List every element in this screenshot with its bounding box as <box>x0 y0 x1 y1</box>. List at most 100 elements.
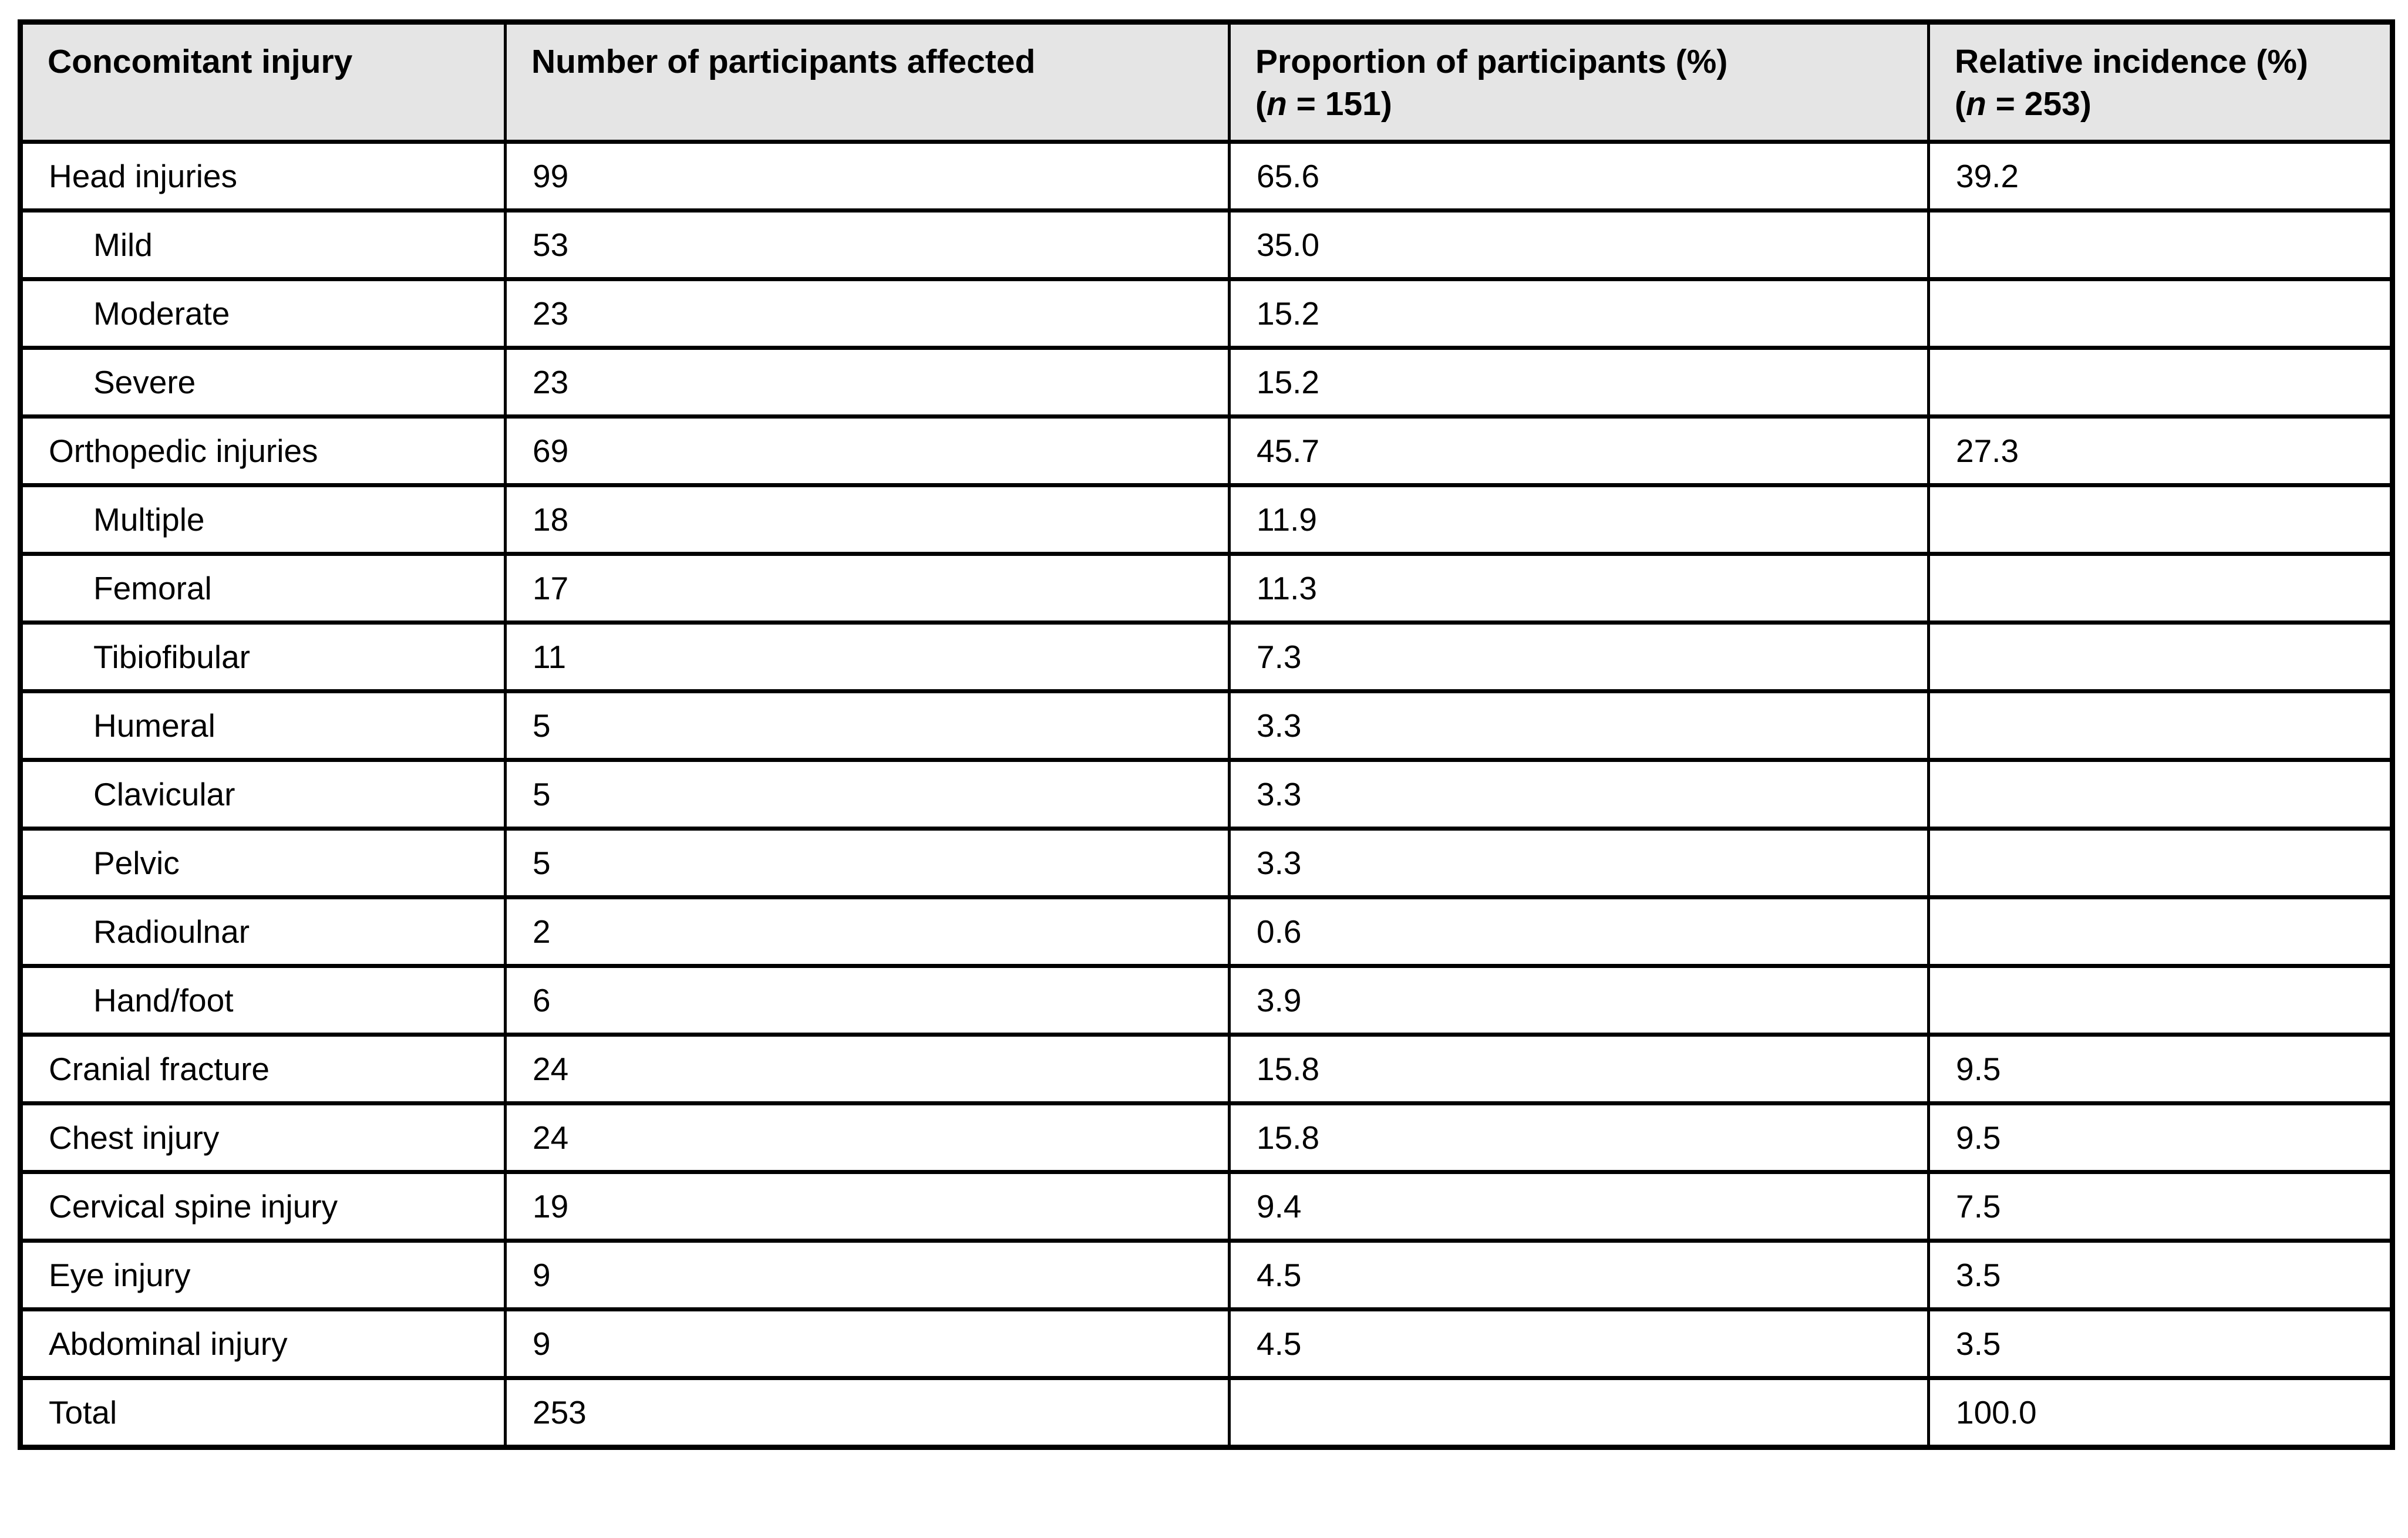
proportion-cell: 35.0 <box>1228 208 1930 281</box>
table-row: Cervical spine injury 19 9.4 7.5 <box>19 1170 2394 1243</box>
paren: ( <box>1255 85 1267 123</box>
count-cell: 18 <box>504 483 1231 556</box>
count-cell: 2 <box>504 895 1231 968</box>
injury-cell: Mild <box>19 208 507 281</box>
table-row: Cranial fracture 24 15.8 9.5 <box>19 1033 2394 1105</box>
proportion-cell: 15.2 <box>1228 346 1930 419</box>
injury-cell: Moderate <box>19 277 507 350</box>
table-row: Femoral 17 11.3 <box>19 552 2394 625</box>
count-cell: 24 <box>504 1101 1231 1174</box>
count-cell: 11 <box>504 620 1231 693</box>
proportion-cell: 4.5 <box>1228 1307 1930 1380</box>
relative-cell <box>1927 552 2394 625</box>
header-label: Number of participants affected <box>531 43 1036 80</box>
table-row: Pelvic 5 3.3 <box>19 827 2394 899</box>
count-cell: 19 <box>504 1170 1231 1243</box>
count-cell: 9 <box>504 1307 1231 1380</box>
injury-cell: Eye injury <box>19 1239 507 1311</box>
injury-cell: Severe <box>19 346 507 419</box>
table-row-total: Total 253 100.0 <box>19 1376 2394 1449</box>
count-cell: 5 <box>504 758 1231 831</box>
header-label: Proportion of participants (%) <box>1255 43 1728 80</box>
table-row: Hand/foot 6 3.9 <box>19 964 2394 1037</box>
injury-cell: Pelvic <box>19 827 507 899</box>
proportion-cell: 15.8 <box>1228 1033 1930 1105</box>
table-row: Head injuries 99 65.6 39.2 <box>19 140 2394 213</box>
injury-cell: Femoral <box>19 552 507 625</box>
injury-cell: Tibiofibular <box>19 620 507 693</box>
count-cell: 6 <box>504 964 1231 1037</box>
proportion-cell: 7.3 <box>1228 620 1930 693</box>
relative-cell <box>1927 346 2394 419</box>
relative-cell: 9.5 <box>1927 1101 2394 1174</box>
injury-cell: Radioulnar <box>19 895 507 968</box>
relative-cell: 3.5 <box>1927 1239 2394 1311</box>
relative-cell <box>1927 758 2394 831</box>
relative-cell <box>1927 208 2394 281</box>
count-cell: 53 <box>504 208 1231 281</box>
relative-cell <box>1927 277 2394 350</box>
proportion-cell: 0.6 <box>1228 895 1930 968</box>
relative-cell: 3.5 <box>1927 1307 2394 1380</box>
injury-cell: Hand/foot <box>19 964 507 1037</box>
proportion-cell: 11.3 <box>1228 552 1930 625</box>
proportion-cell <box>1228 1376 1930 1449</box>
count-cell: 253 <box>504 1376 1231 1449</box>
header-sample-size: (n = 253) <box>1955 83 2376 126</box>
header-label: Relative incidence (%) <box>1955 43 2308 80</box>
proportion-cell: 9.4 <box>1228 1170 1930 1243</box>
count-cell: 9 <box>504 1239 1231 1311</box>
injury-cell: Orthopedic injuries <box>19 414 507 487</box>
header-label: Concomitant injury <box>48 43 353 80</box>
count-cell: 23 <box>504 346 1231 419</box>
relative-cell <box>1927 689 2394 762</box>
count-cell: 99 <box>504 140 1231 213</box>
table-row: Clavicular 5 3.3 <box>19 758 2394 831</box>
proportion-cell: 3.3 <box>1228 827 1930 899</box>
sample-value: = 151) <box>1286 85 1392 123</box>
column-header-number-affected: Number of participants affected <box>504 20 1231 144</box>
proportion-cell: 15.8 <box>1228 1101 1930 1174</box>
header-row: Concomitant injury Number of participant… <box>19 20 2394 144</box>
injury-cell: Total <box>19 1376 507 1449</box>
injury-cell: Humeral <box>19 689 507 762</box>
proportion-cell: 4.5 <box>1228 1239 1930 1311</box>
count-cell: 5 <box>504 827 1231 899</box>
column-header-relative-incidence: Relative incidence (%) (n = 253) <box>1927 20 2394 144</box>
header-sample-size: (n = 151) <box>1255 83 1913 126</box>
count-cell: 69 <box>504 414 1231 487</box>
proportion-cell: 65.6 <box>1228 140 1930 213</box>
n-variable: n <box>1965 85 1986 123</box>
table-row: Moderate 23 15.2 <box>19 277 2394 350</box>
relative-cell: 7.5 <box>1927 1170 2394 1243</box>
injury-cell: Head injuries <box>19 140 507 213</box>
proportion-cell: 45.7 <box>1228 414 1930 487</box>
relative-cell <box>1927 483 2394 556</box>
proportion-cell: 11.9 <box>1228 483 1930 556</box>
column-header-concomitant-injury: Concomitant injury <box>19 20 507 144</box>
count-cell: 24 <box>504 1033 1231 1105</box>
table-row: Humeral 5 3.3 <box>19 689 2394 762</box>
table-row: Severe 23 15.2 <box>19 346 2394 419</box>
concomitant-injury-table: Concomitant injury Number of participant… <box>18 19 2395 1450</box>
table-row: Radioulnar 2 0.6 <box>19 895 2394 968</box>
n-variable: n <box>1266 85 1287 123</box>
table-row: Tibiofibular 11 7.3 <box>19 620 2394 693</box>
injury-cell: Multiple <box>19 483 507 556</box>
proportion-cell: 3.3 <box>1228 689 1930 762</box>
count-cell: 17 <box>504 552 1231 625</box>
relative-cell <box>1927 895 2394 968</box>
paren: ( <box>1955 85 1966 123</box>
count-cell: 23 <box>504 277 1231 350</box>
injury-cell: Clavicular <box>19 758 507 831</box>
table-row: Orthopedic injuries 69 45.7 27.3 <box>19 414 2394 487</box>
proportion-cell: 3.3 <box>1228 758 1930 831</box>
relative-cell <box>1927 964 2394 1037</box>
table-row: Chest injury 24 15.8 9.5 <box>19 1101 2394 1174</box>
proportion-cell: 3.9 <box>1228 964 1930 1037</box>
table-row: Abdominal injury 9 4.5 3.5 <box>19 1307 2394 1380</box>
sample-value: = 253) <box>1986 85 2092 123</box>
proportion-cell: 15.2 <box>1228 277 1930 350</box>
relative-cell: 27.3 <box>1927 414 2394 487</box>
